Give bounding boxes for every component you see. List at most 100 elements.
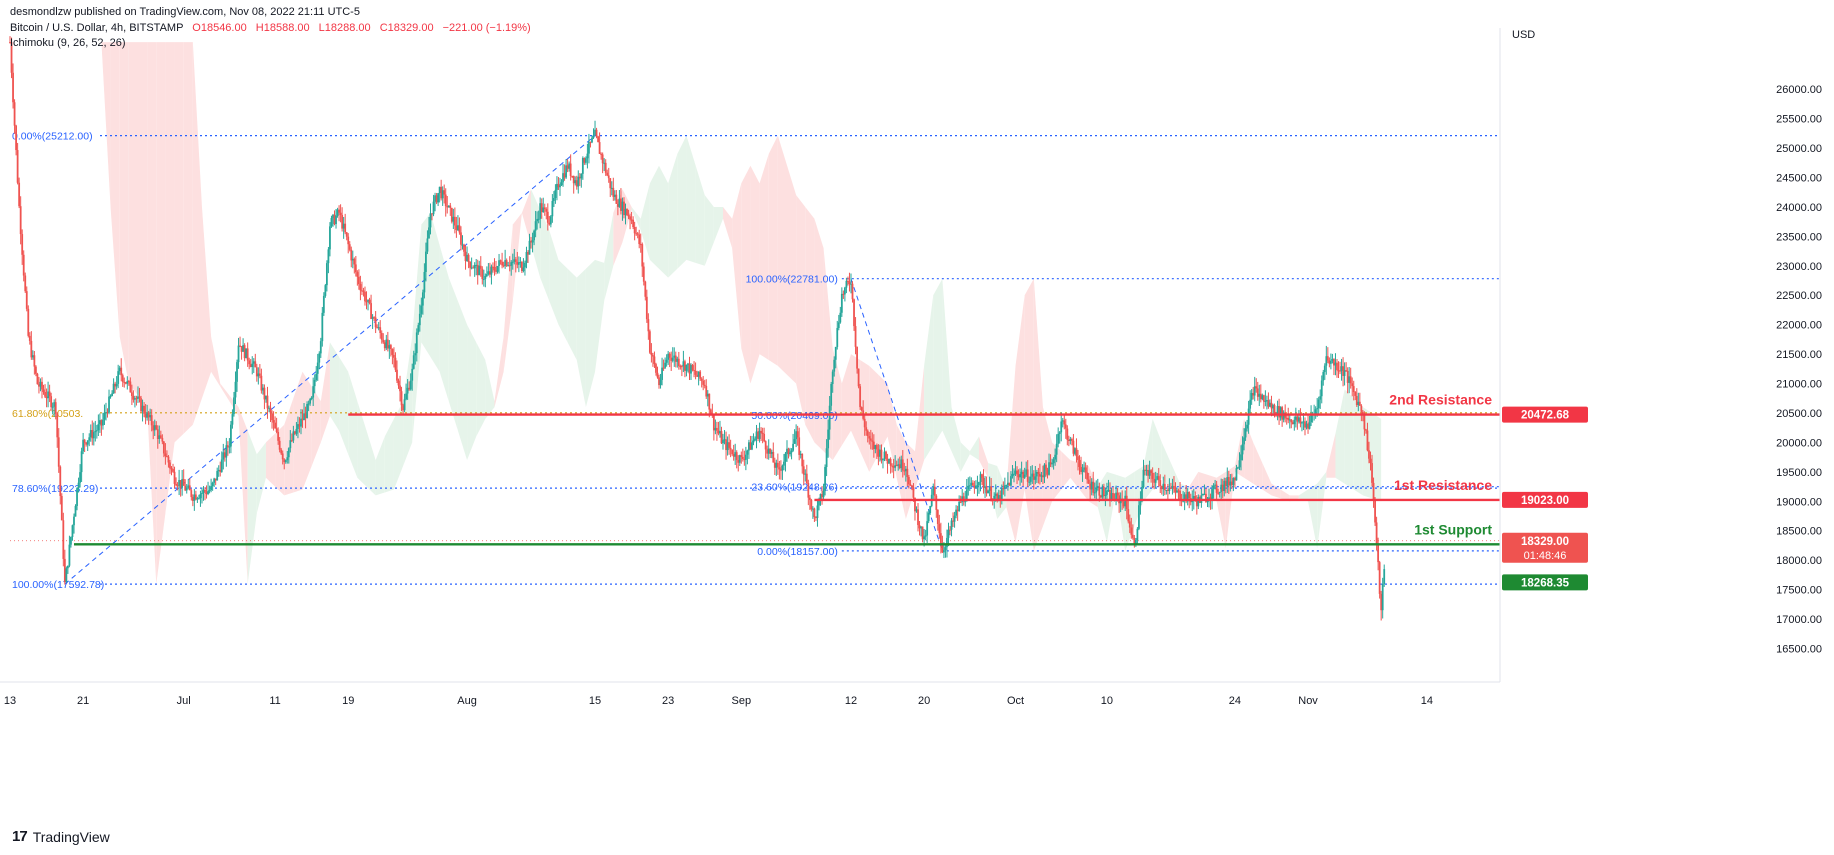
ohlc-close: C18329.00 [379,22,434,34]
candle-body [1319,396,1322,400]
candle-body [795,431,798,440]
candle-body [1007,482,1009,486]
candle-body [1170,487,1172,489]
tradingview-brand[interactable]: 17 TradingView [12,828,110,845]
candle-body [1067,439,1070,441]
cloud-segment [1234,418,1245,478]
candle-body [552,197,555,201]
candle-body [130,392,133,397]
cloud-segment [1106,471,1117,543]
support-label: 1st Support [1414,521,1492,537]
y-tick-label: 17000.00 [1776,614,1822,626]
candle-body [354,264,357,273]
candle-body [1194,495,1197,501]
candle-body [332,214,334,219]
candle-body [1040,475,1043,477]
candle-body [374,317,377,328]
candle-body [414,353,417,356]
candle-body [1025,469,1028,475]
candle-body [1084,467,1087,473]
candle-body [333,214,336,225]
candle-body [746,450,749,455]
candle-body [804,473,807,475]
candle-body [266,395,269,409]
candle-body [531,240,534,243]
candle-body [1381,583,1384,611]
candle-body [240,346,243,352]
indicator-label[interactable]: Ichimoku (9, 26, 52, 26) [10,37,126,49]
candle-body [903,470,906,472]
candle-body [109,396,112,398]
candle-body [758,430,761,439]
candle-body [1288,419,1291,421]
candle-body [1055,443,1058,455]
candle-body [792,443,794,451]
x-tick-label: 13 [4,695,16,707]
candle-body [953,515,956,522]
candle-body [947,529,950,538]
candle-body [239,345,241,347]
candle-body [1032,473,1035,480]
candle-body [28,335,31,341]
candle-body [1325,356,1328,366]
candle-body [278,440,281,450]
candle-body [906,468,909,478]
candle-body [1302,421,1305,423]
candle-body [1334,362,1337,366]
candle-body [89,430,92,438]
candle-body [450,207,453,222]
candle-body [1211,488,1213,500]
candle-body [484,275,487,280]
cloud-segment [119,42,129,384]
candle-body [1316,408,1319,410]
candle-body [1074,448,1076,454]
cloud-segment [576,268,586,408]
candle-body [411,368,414,381]
candle-body [322,295,325,313]
candle-body [68,544,71,566]
candle-body [999,495,1002,501]
candle-body [62,520,65,559]
candle-body [618,198,621,207]
cloud-segment [1280,489,1290,502]
candle-body [144,413,147,418]
candle-body [837,322,840,328]
cloud-segment [165,42,175,514]
candle-body [536,218,539,222]
candle-body [1238,460,1241,468]
cloud-segment [357,401,367,487]
candle-body [1150,470,1153,474]
candle-body [988,486,991,491]
candle-body [900,459,903,469]
candle-body [336,209,339,216]
candle-body [1095,487,1098,493]
candle-body [36,373,39,385]
candle-body [447,205,450,208]
candle-body [772,451,775,463]
candle-body [1215,484,1218,493]
candle-body [650,352,653,356]
candle-body [169,462,171,469]
candle-body [679,366,682,368]
cloud-segment [750,165,760,384]
candle-body [228,446,231,448]
candle-body [1128,521,1131,528]
candle-body [501,261,503,266]
candle-body [1183,494,1186,501]
candle-body [924,535,927,537]
candle-body [1293,419,1296,425]
candle-body [997,495,1000,501]
candle-body [754,438,756,441]
candle-body [290,440,293,442]
candle-body [1104,494,1107,497]
last-price-tag: 18329.00 [1521,536,1569,548]
candle-body [460,232,462,245]
cloud-segment [723,206,733,249]
candle-body [167,456,170,463]
candle-body [1026,469,1029,482]
candle-body [909,484,912,486]
candle-body [1351,383,1354,387]
candle-body [921,526,924,540]
